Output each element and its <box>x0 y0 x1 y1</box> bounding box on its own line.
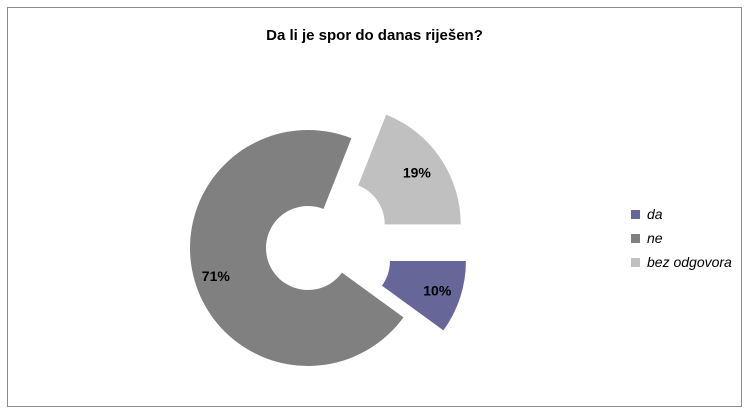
data-label-bez-odgovora: 19% <box>403 165 432 181</box>
slice-bez-odgovora <box>358 114 461 225</box>
chart-title: Da li je spor do danas riješen? <box>266 27 483 44</box>
donut-chart: 10% 71% 19% <box>190 114 466 366</box>
legend-label: ne <box>647 230 663 246</box>
legend-item-ne: ne <box>631 226 732 250</box>
data-label-ne: 71% <box>202 268 231 284</box>
slice-da <box>381 260 466 331</box>
legend-label: da <box>647 206 663 222</box>
legend: da ne bez odgovora <box>631 202 732 274</box>
legend-item-da: da <box>631 202 732 226</box>
chart-frame: Da li je spor do danas riješen? 10% 71% 19… <box>7 7 742 407</box>
legend-swatch <box>631 257 640 267</box>
legend-swatch <box>631 233 640 243</box>
data-label-da: 10% <box>423 282 452 298</box>
legend-swatch <box>631 209 640 219</box>
slice-ne <box>190 130 404 366</box>
legend-label: bez odgovora <box>647 254 732 270</box>
legend-item-bez-odgovora: bez odgovora <box>631 250 732 274</box>
